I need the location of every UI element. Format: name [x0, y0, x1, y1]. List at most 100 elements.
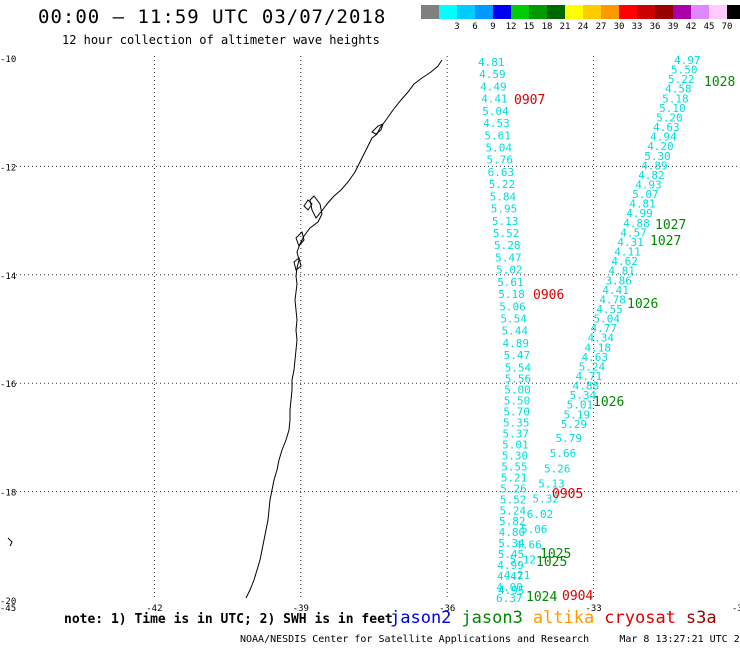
wave-height-value: 4.81 [629, 198, 656, 211]
wave-height-value: 5.44 [502, 325, 529, 338]
wave-height-value: 5.35 [503, 417, 530, 430]
wave-height-value: 4.80 [499, 526, 525, 539]
pass-label: 1026 [627, 297, 658, 312]
wave-height-value: 5.30 [644, 150, 671, 163]
pass-label: 0906 [533, 288, 564, 303]
color-swatch [727, 5, 740, 19]
wave-height-value: 5.32 [533, 493, 560, 506]
wave-height-value: 4.34 [588, 332, 615, 345]
color-scale-bar [421, 5, 740, 19]
wave-height-value: 5.06 [521, 523, 548, 536]
color-scale-label: 21 [559, 22, 571, 32]
wave-height-value: 5.76 [487, 154, 514, 167]
wave-height-value: 5.04 [594, 313, 621, 326]
wave-height-value: 4.97 [674, 54, 701, 67]
wave-height-value: 5.04 [482, 105, 509, 118]
color-swatch [475, 5, 493, 19]
wave-height-value: 4.41 [602, 284, 629, 297]
lon-tick-label: -45 [0, 604, 16, 614]
wave-height-value: 5.12 [510, 554, 537, 567]
color-swatch [529, 5, 547, 19]
wave-height-value: 5.06 [499, 300, 526, 313]
wave-height-value: 5.18 [498, 288, 525, 301]
satellite-tracks: 4.814.594.494.415.044.535.615.045.766.63… [478, 54, 701, 605]
color-swatch [439, 5, 457, 19]
wave-height-value: 5.19 [564, 408, 591, 421]
wave-height-value: 4.99 [626, 207, 653, 220]
wave-height-value: 4.88 [573, 380, 600, 393]
wave-height-value: 4.63 [582, 351, 609, 364]
lon-tick-label: -42 [146, 604, 162, 614]
wave-height-value: 5.00 [504, 384, 531, 397]
wave-height-value: 5.55 [501, 460, 528, 473]
lon-tick-label: -30 [732, 604, 740, 614]
color-swatch [493, 5, 511, 19]
coastline-islands [7, 123, 384, 547]
wave-height-value: 4.71 [576, 370, 603, 383]
wave-height-value: 6.63 [488, 166, 514, 179]
color-swatch [619, 5, 637, 19]
lat-tick-label: -20 [0, 597, 16, 607]
color-scale-label: 45 [703, 22, 715, 32]
wave-height-value: 3.86 [605, 274, 632, 287]
legend-item-cryosat: cryosat [604, 608, 676, 628]
wave-height-value: 5.82 [499, 515, 526, 528]
wave-height-value: 5.22 [489, 178, 516, 191]
legend-item-altika: altika [532, 608, 595, 628]
wave-height-value: 4.81 [478, 56, 505, 69]
footer-credit: NOAA/NESDIS Center for Satellite Applica… [240, 634, 740, 645]
color-scale-label: 39 [667, 22, 679, 32]
wave-height-value: 5.79 [556, 432, 583, 445]
color-swatch [655, 5, 673, 19]
color-swatch [547, 5, 565, 19]
color-swatch [565, 5, 583, 19]
wave-height-value: 4.88 [623, 217, 650, 230]
wave-height-value: 5.61 [497, 276, 524, 289]
color-swatch [511, 5, 529, 19]
wave-height-value: 4.53 [483, 117, 510, 130]
color-swatch [709, 5, 727, 19]
color-swatch [457, 5, 475, 19]
color-scale-label: 18 [541, 22, 553, 32]
color-scale-label: 6 [472, 22, 478, 32]
wave-height-value: 4.99 [497, 559, 524, 572]
wave-height-value: 4.58 [665, 83, 692, 96]
color-scale-label: 30 [613, 22, 625, 32]
wave-height-value: 4.94 [650, 131, 677, 144]
legend-item-jason3: jason3 [461, 608, 523, 628]
wave-height-value: 5.26 [500, 482, 527, 495]
wave-height-value: 5.10 [659, 102, 686, 115]
wave-height-value: 4.82 [638, 169, 665, 182]
lat-tick-label: -18 [0, 489, 16, 499]
wave-height-value: 5.45 [498, 548, 525, 561]
wave-height-value: 5.18 [662, 92, 689, 105]
legend-item-jason2: jason2 [390, 608, 452, 628]
wave-height-value: 4.78 [599, 293, 626, 306]
satellite-legend: jason2 jason3 altika cryosat s3a [390, 608, 727, 628]
wave-height-value: 5.34 [570, 389, 597, 402]
wave-height-value: 5.29 [561, 418, 588, 431]
footer-timestamp: Mar 8 13:27:21 UTC 2018 [619, 634, 740, 645]
wave-height-value: 5.13 [492, 215, 519, 228]
wave-height-value: 5.34 [498, 537, 525, 550]
wave-height-value: 5.21 [501, 471, 528, 484]
wave-height-value: 4.57 [620, 226, 647, 239]
wave-height-value: 5.13 [538, 478, 565, 491]
wave-height-value: 5.47 [504, 349, 530, 362]
lon-tick-label: -39 [293, 604, 309, 614]
wave-height-value: 5.52 [500, 493, 527, 506]
legend-item-s3a: s3a [685, 608, 717, 628]
wave-height-value: 5.54 [500, 313, 527, 326]
color-scale-label: 3 [454, 22, 460, 32]
pass-label: 1025 [540, 547, 571, 562]
pass-label: 1027 [655, 218, 686, 233]
color-scale-label: 70 [721, 22, 733, 32]
wave-height-value: 5.50 [504, 395, 531, 408]
note-text: note: 1) Time is in UTC; 2) SWH is in fe… [64, 612, 393, 627]
wave-height-value: 5.02 [496, 264, 522, 277]
wave-height-value: 5.84 [490, 190, 517, 203]
coastline [245, 59, 443, 599]
wave-height-value: 4.77 [591, 322, 618, 335]
